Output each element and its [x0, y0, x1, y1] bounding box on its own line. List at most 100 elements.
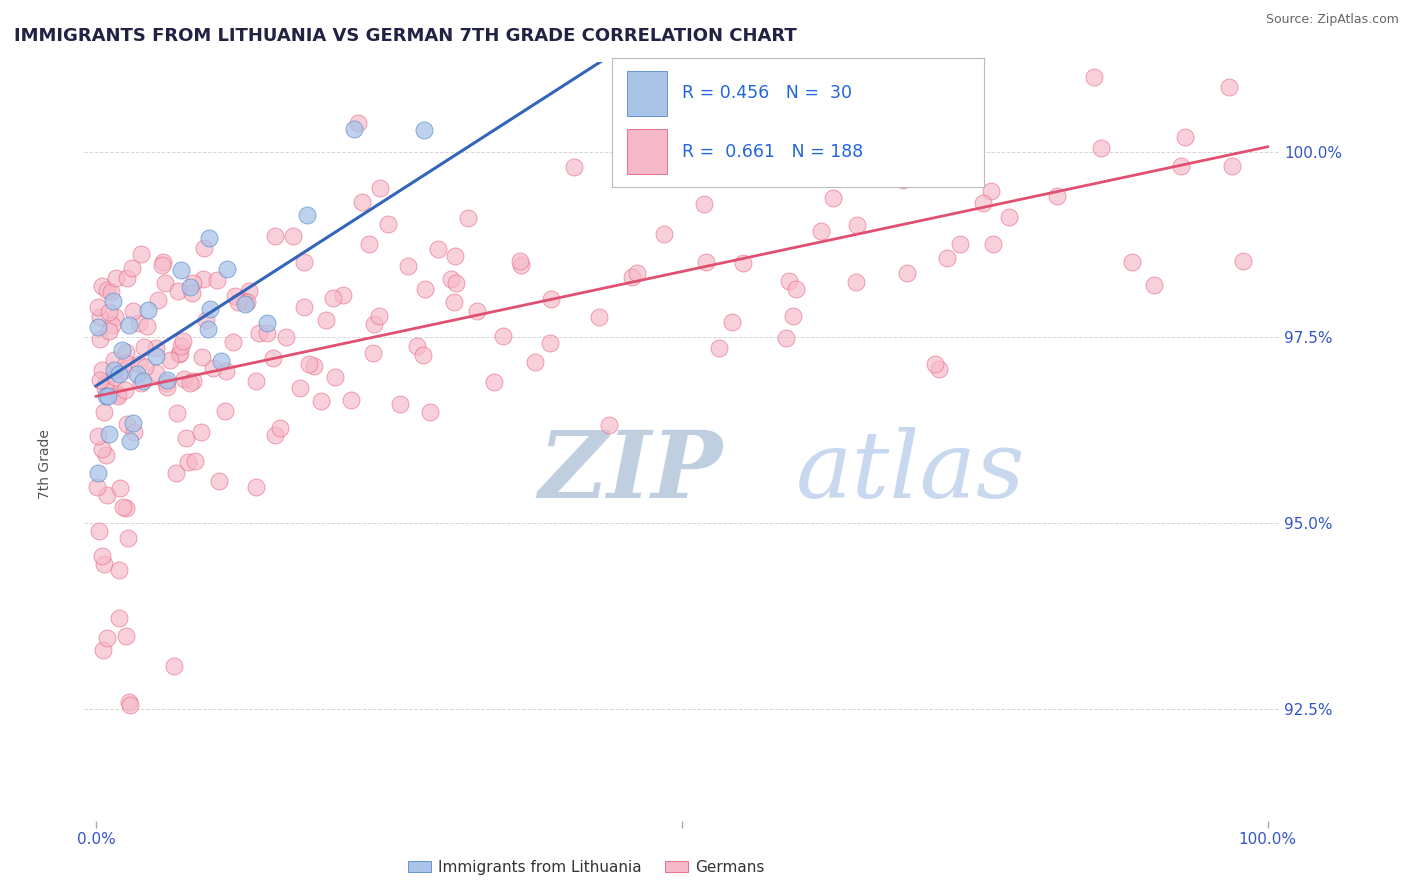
- Point: [90, 549, 112, 563]
- Point: [1174, 130, 1197, 145]
- Point: [96, 631, 118, 645]
- Point: [191, 350, 214, 364]
- Point: [180, 285, 202, 300]
- Point: [396, 260, 419, 274]
- Point: [845, 275, 868, 289]
- Point: [94, 381, 117, 395]
- Point: [782, 309, 804, 323]
- Point: [89, 373, 111, 387]
- Point: [169, 347, 191, 361]
- Point: [214, 404, 236, 418]
- Point: [117, 531, 139, 545]
- Point: [156, 380, 179, 394]
- Point: [891, 172, 914, 186]
- Point: [215, 261, 238, 276]
- Point: [1083, 70, 1105, 85]
- Point: [778, 274, 800, 288]
- Point: [205, 273, 228, 287]
- Point: [118, 318, 141, 333]
- Point: [264, 228, 287, 243]
- Point: [90, 363, 112, 377]
- Point: [377, 217, 399, 231]
- Point: [263, 428, 285, 442]
- Point: [226, 295, 249, 310]
- Point: [128, 357, 150, 371]
- Point: [363, 345, 385, 359]
- Point: [775, 331, 797, 345]
- Point: [96, 488, 118, 502]
- Point: [87, 524, 110, 538]
- Point: [292, 300, 315, 314]
- Point: [510, 259, 533, 273]
- Point: [540, 335, 562, 350]
- Point: [896, 266, 918, 280]
- Legend: Immigrants from Lithuania, Germans: Immigrants from Lithuania, Germans: [402, 854, 770, 881]
- Point: [298, 358, 321, 372]
- Point: [523, 355, 546, 369]
- Point: [107, 387, 129, 401]
- Point: [256, 326, 278, 340]
- Point: [612, 122, 634, 136]
- Point: [457, 211, 479, 225]
- Point: [215, 364, 238, 378]
- Point: [745, 70, 768, 85]
- Point: [626, 266, 648, 280]
- Point: [136, 303, 159, 318]
- Point: [93, 405, 115, 419]
- Point: [122, 416, 145, 430]
- Point: [115, 271, 138, 285]
- Text: 7th Grade: 7th Grade: [38, 429, 52, 499]
- Point: [89, 310, 111, 324]
- Point: [652, 227, 675, 242]
- Point: [711, 126, 734, 140]
- Point: [145, 366, 167, 380]
- Point: [177, 455, 200, 469]
- Point: [115, 629, 138, 643]
- Point: [813, 161, 835, 175]
- Point: [152, 255, 174, 269]
- Point: [118, 698, 141, 713]
- Point: [693, 197, 716, 211]
- Point: [107, 563, 129, 577]
- Point: [108, 481, 131, 495]
- Point: [465, 303, 488, 318]
- Point: [117, 695, 139, 709]
- Point: [128, 316, 150, 330]
- Point: [1090, 141, 1112, 155]
- Point: [262, 351, 284, 365]
- Point: [224, 288, 246, 302]
- Point: [125, 367, 148, 381]
- Point: [101, 294, 124, 309]
- Point: [193, 241, 215, 255]
- Point: [163, 658, 186, 673]
- Point: [145, 341, 167, 355]
- Point: [295, 208, 318, 222]
- Point: [1170, 159, 1192, 173]
- Point: [173, 372, 195, 386]
- Point: [209, 354, 232, 368]
- Point: [108, 611, 131, 625]
- Point: [134, 359, 156, 374]
- Point: [100, 285, 122, 299]
- Point: [238, 284, 260, 298]
- Point: [90, 442, 112, 456]
- Point: [347, 116, 370, 130]
- Point: [235, 297, 257, 311]
- Point: [167, 285, 190, 299]
- Point: [112, 363, 135, 377]
- Point: [97, 305, 120, 319]
- Point: [339, 392, 361, 407]
- Point: [122, 304, 145, 318]
- Point: [281, 229, 304, 244]
- Text: R =  0.661   N = 188: R = 0.661 N = 188: [682, 144, 863, 161]
- Point: [233, 293, 256, 308]
- Point: [1218, 80, 1240, 95]
- Point: [103, 353, 125, 368]
- Point: [105, 271, 128, 285]
- Point: [413, 281, 436, 295]
- Point: [695, 255, 717, 269]
- FancyBboxPatch shape: [627, 129, 668, 175]
- Point: [236, 295, 259, 310]
- Point: [96, 283, 118, 297]
- Point: [118, 434, 141, 448]
